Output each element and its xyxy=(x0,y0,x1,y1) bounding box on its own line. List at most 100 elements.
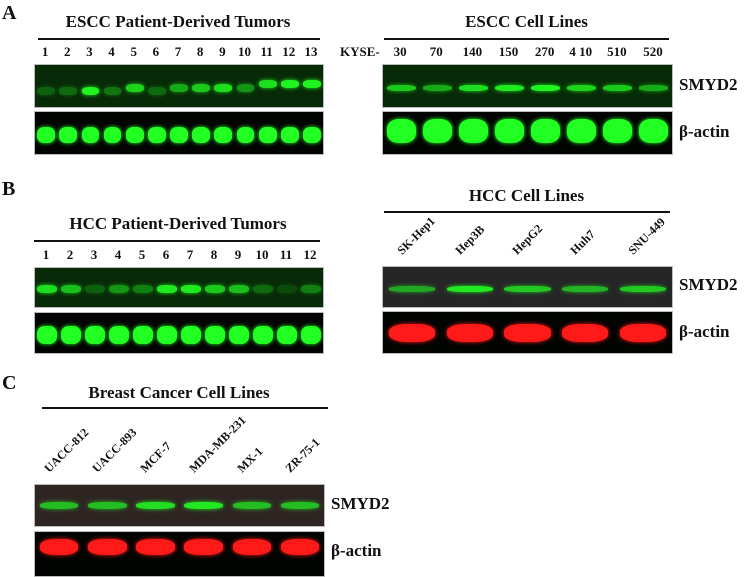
band xyxy=(181,285,201,294)
band xyxy=(301,326,321,344)
lane-label: 8 xyxy=(210,247,218,262)
band xyxy=(258,127,277,144)
lane-label: 4 xyxy=(108,44,115,59)
lane-label: 5 xyxy=(138,247,146,262)
lane-label: 11 xyxy=(279,247,293,262)
escc-patient-actin-blot xyxy=(34,111,324,155)
hcc-cell-smyd2-blot xyxy=(382,266,673,308)
lane-label: 4 10 xyxy=(569,44,593,59)
lane-label: ZR-75-1 xyxy=(282,435,323,476)
band xyxy=(205,326,225,344)
band xyxy=(277,326,297,344)
band xyxy=(147,87,166,96)
band xyxy=(157,285,177,294)
lane-label: 10 xyxy=(237,44,251,59)
band xyxy=(258,79,277,88)
lane-label: 1 xyxy=(41,44,49,59)
band xyxy=(214,127,233,144)
hcc-cell-lane-labels: SK-Hep1 Hep3B HepG2 Huh7 SNU-449 xyxy=(382,214,671,258)
band xyxy=(504,286,551,292)
escc-patient-smyd2-blot xyxy=(34,64,324,108)
lane-label: 30 xyxy=(393,44,407,59)
band xyxy=(109,285,129,294)
band xyxy=(85,326,105,344)
band xyxy=(133,285,153,294)
hcc-actin-label: β-actin xyxy=(679,322,730,341)
lane-label: 10 xyxy=(255,247,269,262)
band xyxy=(59,87,78,96)
band xyxy=(422,118,452,143)
breast-actin-label: β-actin xyxy=(331,541,382,560)
band xyxy=(639,118,669,143)
lane-label: 520 xyxy=(643,44,663,59)
breast-title: Breast Cancer Cell Lines xyxy=(88,383,270,402)
lane-label: SNU-449 xyxy=(625,214,668,258)
band xyxy=(229,326,249,344)
lane-label: 2 xyxy=(66,247,74,262)
band xyxy=(39,539,79,556)
lane-label: 3 xyxy=(90,247,98,262)
band xyxy=(170,84,188,93)
lane-label: 12 xyxy=(303,247,317,262)
escc-patient-rule xyxy=(38,38,320,40)
breast-lane-labels: UACC-812 UACC-893 MCF-7 MDA-MB-231 MX-1 ZR-75… xyxy=(34,413,323,476)
band xyxy=(236,127,255,144)
breast-actin-blot xyxy=(34,531,325,577)
band xyxy=(136,539,175,556)
band xyxy=(136,502,175,509)
lane-label: 150 xyxy=(498,44,519,59)
band xyxy=(147,127,166,144)
lane-label: 11 xyxy=(260,44,273,59)
band xyxy=(639,85,669,92)
hcc-cell-title: HCC Cell Lines xyxy=(468,186,585,205)
lane-label: 6 xyxy=(152,44,160,59)
lane-label: 70 xyxy=(429,44,443,59)
band xyxy=(494,85,524,92)
band xyxy=(567,85,597,92)
escc-actin-label: β-actin xyxy=(679,122,730,141)
band xyxy=(562,323,609,342)
lane-label: 1 xyxy=(42,247,50,262)
lane-label: 12 xyxy=(282,44,296,59)
band xyxy=(446,323,493,342)
band xyxy=(214,84,233,93)
lane-label: SK-Hep1 xyxy=(394,213,438,258)
panel-letter-c: C xyxy=(2,372,17,394)
escc-cell-smyd2-blot xyxy=(382,64,673,108)
band xyxy=(87,539,127,556)
lane-label: 140 xyxy=(462,44,483,59)
band xyxy=(458,118,488,143)
lane-label: Hep3B xyxy=(452,222,487,258)
escc-cell-rule xyxy=(384,38,669,40)
band xyxy=(37,326,57,344)
band xyxy=(301,285,321,294)
band xyxy=(59,127,78,144)
band xyxy=(103,127,122,144)
lane-label: 6 xyxy=(162,247,170,262)
band xyxy=(37,87,55,96)
hcc-patient-lane-labels: 1 2 3 4 5 6 7 8 9 10 11 12 xyxy=(34,247,322,263)
breast-rule xyxy=(42,407,328,409)
band xyxy=(81,87,100,96)
hcc-cell-actin-blot xyxy=(382,311,673,354)
hcc-patient-smyd2-blot xyxy=(34,267,324,308)
band xyxy=(303,127,321,144)
band xyxy=(103,87,122,96)
band xyxy=(81,127,100,144)
hcc-smyd2-label: SMYD2 xyxy=(679,275,738,294)
lane-label: 9 xyxy=(234,247,242,262)
band xyxy=(205,285,225,294)
band xyxy=(37,285,57,294)
lane-label: 510 xyxy=(607,44,627,59)
band xyxy=(386,85,416,92)
band xyxy=(303,79,321,88)
band xyxy=(280,502,320,509)
panel-letter-b: B xyxy=(2,178,16,200)
band xyxy=(494,118,524,143)
lane-label: Huh7 xyxy=(567,227,598,258)
band xyxy=(253,326,273,344)
lane-label: 270 xyxy=(534,44,555,59)
breast-smyd2-label: SMYD2 xyxy=(331,494,390,513)
band xyxy=(170,127,188,144)
band xyxy=(133,326,153,344)
